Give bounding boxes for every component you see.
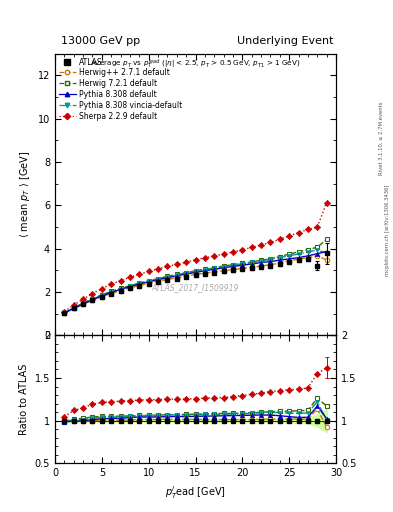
Text: 13000 GeV pp: 13000 GeV pp: [61, 36, 140, 46]
Y-axis label: $\langle$ mean $p_T$ $\rangle$ [GeV]: $\langle$ mean $p_T$ $\rangle$ [GeV]: [18, 151, 32, 238]
Legend: ATLAS, Herwig++ 2.7.1 default, Herwig 7.2.1 default, Pythia 8.308 default, Pythi: ATLAS, Herwig++ 2.7.1 default, Herwig 7.…: [57, 56, 184, 123]
Text: Rivet 3.1.10, ≥ 2.7M events: Rivet 3.1.10, ≥ 2.7M events: [379, 101, 384, 175]
Text: Average $p_T$ vs $p_T^{lead}$ ($|\eta|$ < 2.5, $p_T$ > 0.5 GeV, $p_{T1}$ > 1 GeV: Average $p_T$ vs $p_T^{lead}$ ($|\eta|$ …: [90, 58, 301, 71]
Y-axis label: Ratio to ATLAS: Ratio to ATLAS: [19, 364, 29, 435]
Text: mcplots.cern.ch [arXiv:1306.3436]: mcplots.cern.ch [arXiv:1306.3436]: [385, 185, 389, 276]
Text: Underlying Event: Underlying Event: [237, 36, 333, 46]
X-axis label: $p_T^l$ead [GeV]: $p_T^l$ead [GeV]: [165, 484, 226, 501]
Text: ATLAS_2017_I1509919: ATLAS_2017_I1509919: [152, 283, 239, 292]
